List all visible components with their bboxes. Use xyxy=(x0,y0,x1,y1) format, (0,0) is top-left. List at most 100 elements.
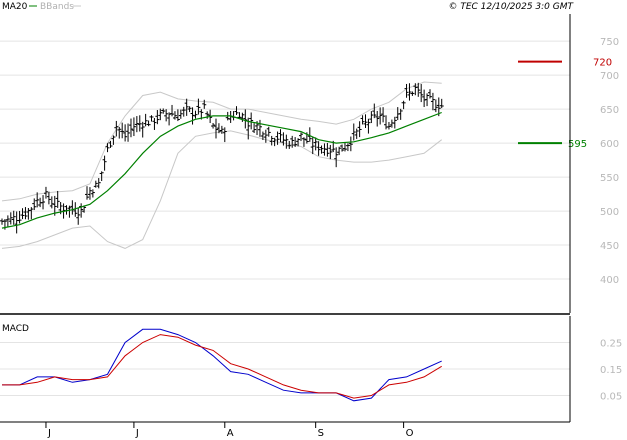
ohlc-bar xyxy=(278,129,283,143)
ohlc-bar xyxy=(357,121,362,138)
ohlc-bar xyxy=(342,142,347,152)
ohlc-bar xyxy=(284,134,289,149)
signal-line xyxy=(2,334,442,399)
ohlc-bar xyxy=(354,128,359,139)
ohlc-bar xyxy=(140,121,145,138)
ohlc-bar xyxy=(348,136,353,152)
ohlc-bar xyxy=(14,211,19,234)
objective-label-595: 595 xyxy=(568,139,587,150)
price-y-tick-label: 600 xyxy=(600,139,619,150)
ohlc-bar xyxy=(369,111,374,124)
ohlc-bar xyxy=(222,127,227,143)
band-upper-line xyxy=(1,81,442,202)
ma20-line xyxy=(1,111,442,229)
ohlc-bar xyxy=(102,155,107,171)
ohlc-bar xyxy=(178,109,183,119)
ohlc-bar xyxy=(216,123,221,134)
ohlc-bar xyxy=(345,143,350,152)
ohlc-bar xyxy=(410,91,415,96)
ohlc-bar xyxy=(196,98,201,115)
x-tick-label: J xyxy=(47,428,51,439)
macd-label: MACD xyxy=(2,324,29,334)
ohlc-bar xyxy=(0,218,4,225)
objective-label-720: 720 xyxy=(593,58,612,69)
ohlc-bar xyxy=(184,98,189,116)
x-tick-label: S xyxy=(318,428,324,439)
ohlc-bar xyxy=(407,83,412,101)
ohlc-bar xyxy=(307,127,312,142)
price-y-tick-label: 450 xyxy=(600,241,619,252)
ohlc-bar xyxy=(96,178,101,189)
ohlc-bar xyxy=(90,189,95,198)
ohlc-bar xyxy=(193,110,198,119)
price-y-tick-label: 400 xyxy=(600,275,619,286)
ohlc-bar xyxy=(366,118,371,134)
ohlc-bar xyxy=(360,115,365,125)
price-bars xyxy=(0,82,444,234)
ohlc-bar xyxy=(430,92,435,111)
ohlc-bar xyxy=(386,121,391,130)
ohlc-bar xyxy=(301,137,306,147)
ohlc-bar xyxy=(427,89,432,99)
ohlc-bar xyxy=(260,131,265,141)
ohlc-bar xyxy=(290,135,295,148)
ohlc-bar xyxy=(249,112,254,130)
ohlc-bar xyxy=(269,135,274,146)
ohlc-bar xyxy=(422,89,427,108)
x-tick-label: J xyxy=(135,428,139,439)
ohlc-bar xyxy=(117,126,122,139)
ohlc-bar xyxy=(85,186,90,200)
ohlc-bar xyxy=(76,207,81,225)
macd-y-tick-label: 0.15 xyxy=(600,365,622,376)
ohlc-bar xyxy=(134,116,139,133)
ohlc-bar xyxy=(49,196,54,209)
ohlc-bar xyxy=(243,109,248,129)
price-y-tick-label: 650 xyxy=(600,105,619,116)
ohlc-bar xyxy=(120,122,125,139)
ohlc-bar xyxy=(439,98,444,109)
ohlc-bar xyxy=(105,143,110,153)
ohlc-bar xyxy=(372,103,377,119)
ohlc-bar xyxy=(114,120,119,137)
ohlc-bar xyxy=(143,113,148,127)
ohlc-bar xyxy=(46,191,51,205)
price-grid xyxy=(0,40,570,280)
ohlc-bar xyxy=(293,137,298,147)
ohlc-bar xyxy=(123,124,128,142)
ohlc-bar xyxy=(164,109,169,122)
ohlc-bar xyxy=(340,144,345,152)
legend-ma: MA20 xyxy=(2,2,28,12)
ohlc-bar xyxy=(213,118,218,139)
ohlc-bar xyxy=(252,123,257,133)
x-tick-label: A xyxy=(227,428,234,439)
ohlc-bar xyxy=(351,123,356,141)
ohlc-bar xyxy=(237,112,242,119)
bollinger-band-upper xyxy=(1,81,442,202)
ohlc-bar xyxy=(266,126,271,137)
ohlc-bar xyxy=(11,210,16,225)
ohlc-bar xyxy=(181,106,186,117)
ohlc-bar xyxy=(202,99,207,109)
ohlc-bar xyxy=(299,132,304,142)
ohlc-bar xyxy=(5,215,10,228)
band-lower-line xyxy=(1,130,443,249)
moving-average-line xyxy=(1,111,442,229)
macd-grid xyxy=(0,342,570,396)
ohlc-bar xyxy=(146,120,151,127)
ohlc-bar xyxy=(296,138,301,147)
ohlc-bar xyxy=(126,123,131,142)
ohlc-bar xyxy=(172,111,177,120)
ohlc-bar xyxy=(363,114,368,129)
ohlc-bar xyxy=(392,116,397,129)
ohlc-bar xyxy=(231,111,236,121)
price-y-tick-label: 750 xyxy=(600,37,619,48)
ohlc-bar xyxy=(325,142,330,157)
ohlc-bar xyxy=(328,144,333,160)
macd-lines xyxy=(2,328,442,402)
ohlc-bar xyxy=(43,186,48,199)
macd-y-tick-label: 0.05 xyxy=(600,392,622,403)
ohlc-bar xyxy=(211,123,216,129)
ohlc-bar xyxy=(161,108,166,114)
